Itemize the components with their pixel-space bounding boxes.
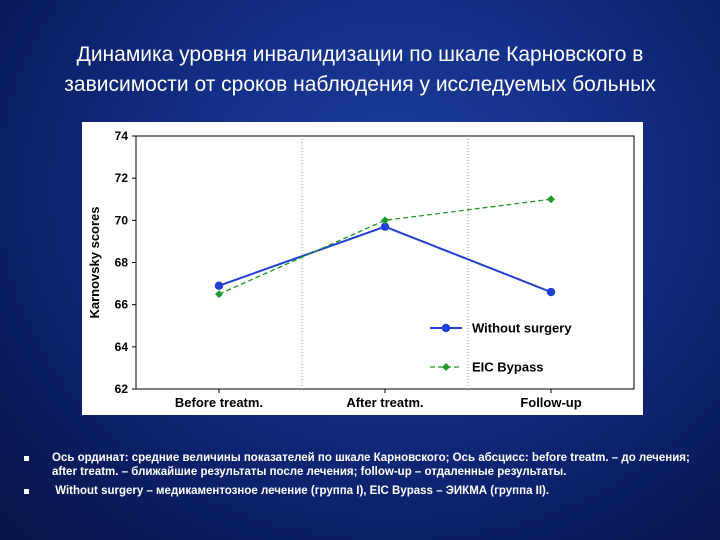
plot-frame	[135, 135, 635, 390]
bullet-marker	[24, 489, 29, 494]
data-point-1	[380, 222, 390, 231]
x-tick-label: Follow-up	[520, 395, 581, 410]
x-tick-label: Before treatm.	[175, 395, 263, 410]
y-tick-label: 72	[115, 171, 129, 185]
line-chart: 62 64 66 68 70 72 74 Before treatm. After treatm…	[87, 129, 635, 410]
x-tick-label: After treatm.	[346, 395, 423, 410]
note-axes: Ось ординат: средние величины показателе…	[20, 452, 700, 479]
bullet-marker	[24, 456, 29, 461]
note-groups-text: Without surgery – медикаментозное лечени…	[52, 485, 550, 497]
slide-title-line-1: Динамика уровня инвалидизации по шкале К…	[76, 43, 644, 66]
chart-panel: 62 64 66 68 70 72 74 Before treatm. After treatm…	[82, 122, 643, 415]
y-axis-label: Karnovsky scores	[87, 206, 102, 318]
y-tick-label: 62	[115, 382, 129, 396]
series-line-2	[218, 198, 552, 295]
notes-list: Ось ординат: средние величины показателе…	[20, 452, 700, 505]
slide-title-line-2: зависимости от сроков наблюдения у иссле…	[64, 73, 656, 96]
data-point-2	[547, 195, 555, 204]
note-axes-text: Ось ординат: средние величины показателе…	[52, 452, 690, 478]
slide-title: Динамика уровня инвалидизации по шкале К…	[0, 40, 720, 100]
data-point-2	[381, 216, 389, 225]
legend-label: Without surgery	[472, 321, 572, 336]
legend-label: EIC Bypass	[472, 360, 544, 375]
data-point-2	[215, 290, 223, 299]
y-tick-label: 66	[115, 298, 129, 312]
note-groups: Without surgery – медикаментозное лечени…	[20, 485, 700, 499]
y-tick-label: 64	[115, 340, 129, 354]
y-tick-label: 74	[115, 129, 129, 143]
data-point-1	[546, 287, 556, 297]
legend-marker	[442, 363, 450, 371]
y-tick-label: 68	[115, 256, 129, 270]
data-point-1	[214, 281, 224, 290]
legend-marker	[441, 323, 451, 333]
y-tick-label: 70	[115, 213, 129, 227]
